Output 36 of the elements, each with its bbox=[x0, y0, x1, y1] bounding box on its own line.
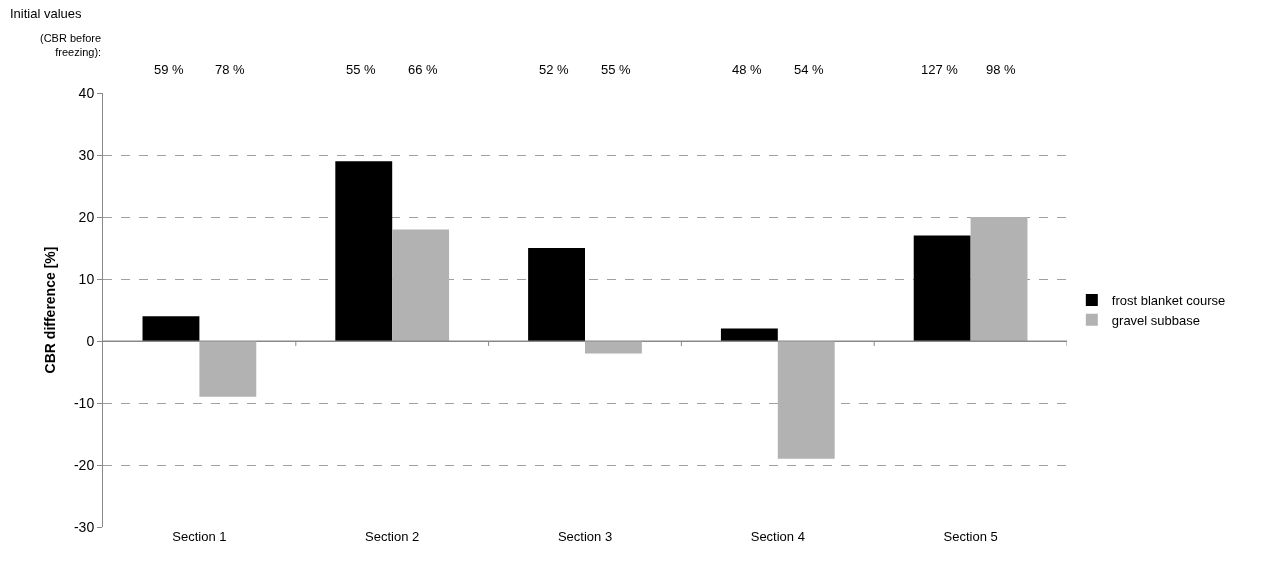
bar bbox=[913, 235, 971, 341]
text: 52 % bbox=[539, 62, 570, 77]
x-tick-label: Section 1 bbox=[172, 529, 227, 544]
text: 55 % bbox=[601, 62, 632, 77]
y-tick-label: 40 bbox=[78, 84, 95, 101]
y-axis-title: CBR difference [%] bbox=[41, 246, 58, 374]
text: Initial values bbox=[10, 6, 83, 21]
y-tick-label: -10 bbox=[73, 394, 95, 411]
bar bbox=[142, 316, 200, 341]
y-tick-label: 30 bbox=[78, 146, 95, 163]
y-tick-label: 0 bbox=[86, 332, 95, 349]
text: 48 % bbox=[732, 62, 763, 77]
x-tick-label: Section 5 bbox=[943, 529, 998, 544]
x-tick-label: Section 3 bbox=[557, 529, 613, 544]
text: 55 % bbox=[346, 62, 377, 77]
text: 78 % bbox=[215, 62, 246, 77]
y-tick-label: 10 bbox=[78, 270, 95, 287]
text: 98 % bbox=[986, 62, 1017, 77]
bar bbox=[392, 229, 450, 341]
y-tick-label: 20 bbox=[78, 208, 95, 225]
text: (CBR before freezing): bbox=[40, 32, 102, 59]
legend-label: gravel subbase bbox=[1111, 312, 1200, 328]
bar bbox=[199, 341, 257, 397]
bar bbox=[777, 341, 835, 459]
bar bbox=[970, 217, 1028, 341]
text: 66 % bbox=[408, 62, 439, 77]
text: 59 % bbox=[154, 62, 185, 77]
y-tick-label: -20 bbox=[73, 456, 95, 473]
x-tick-label: Section 2 bbox=[365, 529, 420, 544]
text: 54 % bbox=[794, 62, 825, 77]
bar bbox=[528, 248, 585, 341]
y-tick-label: -30 bbox=[73, 518, 95, 535]
x-tick-label: Section 4 bbox=[750, 529, 805, 544]
legend-label: frost blanket course bbox=[1111, 293, 1226, 309]
text: 127 % bbox=[921, 62, 959, 77]
bar bbox=[335, 161, 393, 341]
